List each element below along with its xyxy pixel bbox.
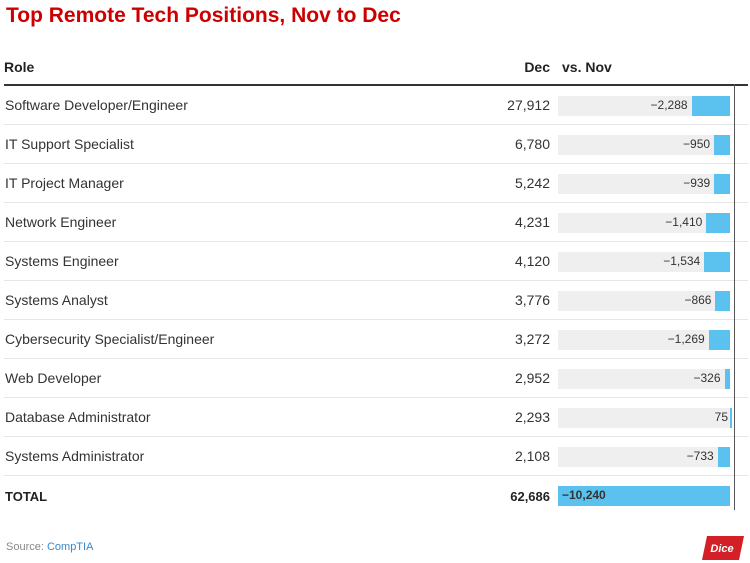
change-label: −2,288 — [650, 98, 688, 112]
dec-value-cell: 4,120 — [474, 241, 552, 281]
total-label: TOTAL — [4, 475, 474, 516]
role-cell: Cybersecurity Specialist/Engineer — [4, 319, 474, 359]
zero-axis-line — [734, 84, 735, 510]
change-bar-background — [558, 135, 730, 155]
change-bar — [714, 174, 730, 194]
table-row: Systems Administrator 2,108 −733 — [4, 436, 748, 476]
change-cell: −1,534 — [558, 241, 748, 281]
change-bar — [691, 96, 730, 116]
change-label: −866 — [684, 293, 712, 307]
header-row: Role Dec vs. Nov — [4, 50, 748, 86]
role-cell: Systems Analyst — [4, 280, 474, 320]
table-row: Network Engineer 4,231 −1,410 — [4, 202, 748, 242]
change-bar — [714, 135, 730, 155]
header-role: Role — [4, 50, 474, 86]
total-row: TOTAL 62,686 −10,240 — [4, 475, 748, 516]
change-bar-background — [558, 213, 730, 233]
table-row: IT Project Manager 5,242 −939 — [4, 163, 748, 203]
role-cell: Web Developer — [4, 358, 474, 398]
change-cell: −326 — [558, 358, 748, 398]
table-row: Systems Analyst 3,776 −866 — [4, 280, 748, 320]
positions-table: Role Dec vs. Nov Software Developer/Engi… — [4, 50, 748, 516]
role-cell: Database Administrator — [4, 397, 474, 437]
dec-value-cell: 5,242 — [474, 163, 552, 203]
role-cell: Systems Engineer — [4, 241, 474, 281]
change-label: −1,410 — [665, 215, 703, 229]
dec-value-cell: 27,912 — [474, 85, 552, 125]
change-bar — [724, 369, 730, 389]
change-cell: −1,269 — [558, 319, 748, 359]
change-label: −733 — [686, 449, 714, 463]
change-cell: −2,288 — [558, 85, 748, 125]
change-label: −950 — [683, 137, 711, 151]
change-bar-background — [558, 291, 730, 311]
change-label: −939 — [683, 176, 711, 190]
change-bar — [706, 213, 730, 233]
logo-text: Dice — [710, 543, 733, 555]
change-bar-background — [558, 252, 730, 272]
role-cell: IT Support Specialist — [4, 124, 474, 164]
source-note: Source: CompTIA — [6, 541, 93, 553]
header-dec: Dec — [474, 50, 552, 86]
change-bar-background — [558, 408, 730, 428]
change-bar — [558, 486, 730, 506]
change-bar — [717, 447, 730, 467]
dec-value-cell: 6,780 — [474, 124, 552, 164]
page-title: Top Remote Tech Positions, Nov to Dec — [6, 4, 401, 27]
change-label: −10,240 — [562, 488, 606, 502]
dice-logo[interactable]: Dice — [702, 536, 744, 560]
role-cell: Software Developer/Engineer — [4, 85, 474, 125]
change-cell: −866 — [558, 280, 748, 320]
source-link[interactable]: CompTIA — [46, 541, 94, 553]
change-bar — [704, 252, 730, 272]
dec-value-cell: 3,776 — [474, 280, 552, 320]
role-cell: Systems Administrator — [4, 436, 474, 476]
dec-value-cell: 2,952 — [474, 358, 552, 398]
change-cell: −939 — [558, 163, 748, 203]
change-cell: −950 — [558, 124, 748, 164]
source-prefix: Source: — [6, 541, 47, 553]
total-dec-value: 62,686 — [474, 475, 552, 516]
change-bar-background — [558, 174, 730, 194]
change-bar — [730, 408, 732, 428]
change-cell: −1,410 — [558, 202, 748, 242]
dec-value-cell: 2,293 — [474, 397, 552, 437]
table-row: Systems Engineer 4,120 −1,534 — [4, 241, 748, 281]
table-row: IT Support Specialist 6,780 −950 — [4, 124, 748, 164]
role-cell: IT Project Manager — [4, 163, 474, 203]
change-cell: −733 — [558, 436, 748, 476]
change-bar-background — [558, 369, 730, 389]
change-bar-background — [558, 330, 730, 350]
change-label: −326 — [693, 371, 721, 385]
change-label: 75 — [714, 410, 728, 424]
table-row: Cybersecurity Specialist/Engineer 3,272 −1… — [4, 319, 748, 359]
change-bar-background — [558, 96, 730, 116]
change-bar — [715, 291, 730, 311]
change-label: −1,269 — [667, 332, 705, 346]
change-label: −1,534 — [663, 254, 701, 268]
table-row: Database Administrator 2,293 75 — [4, 397, 748, 437]
dec-value-cell: 3,272 — [474, 319, 552, 359]
table-row: Web Developer 2,952 −326 — [4, 358, 748, 398]
header-vs-nov: vs. Nov — [558, 50, 748, 86]
change-bar — [708, 330, 730, 350]
table-row: Software Developer/Engineer 27,912 −2,288 — [4, 85, 748, 125]
dec-value-cell: 2,108 — [474, 436, 552, 476]
change-cell: 75 — [558, 397, 748, 437]
dec-value-cell: 4,231 — [474, 202, 552, 242]
change-cell: −10,240 — [558, 475, 748, 516]
role-cell: Network Engineer — [4, 202, 474, 242]
change-bar-background — [558, 447, 730, 467]
